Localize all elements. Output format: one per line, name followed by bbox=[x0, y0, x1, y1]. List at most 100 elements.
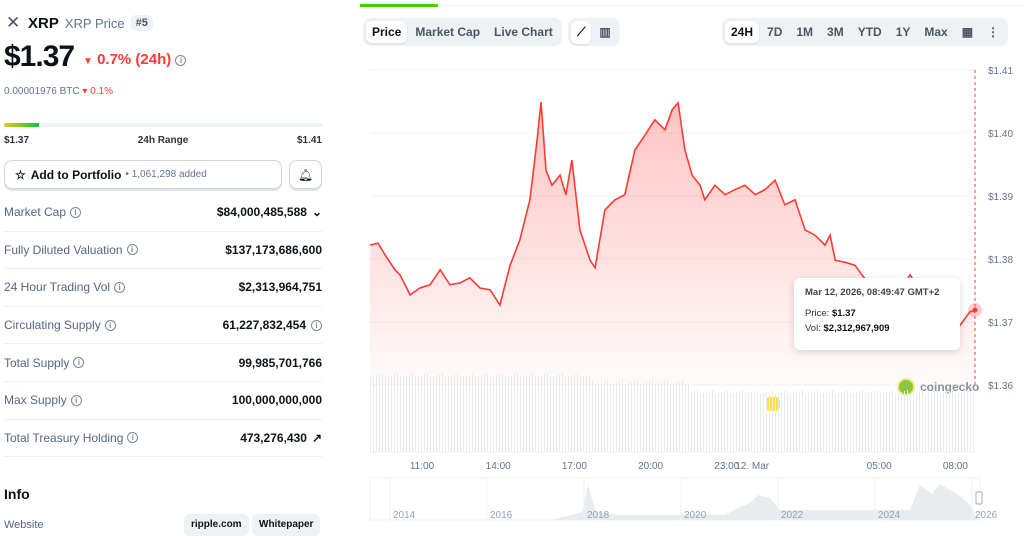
volume-bar bbox=[454, 374, 455, 452]
coingecko-logo-icon bbox=[898, 379, 914, 395]
tooltip-vol: Vol: $2,312,967,909 bbox=[805, 323, 949, 334]
range-bar bbox=[4, 123, 322, 127]
volume-bar bbox=[796, 392, 797, 452]
x-tick-label: 08:00 bbox=[943, 461, 968, 472]
volume-bar bbox=[868, 393, 869, 452]
y-tick-label: $1.36 bbox=[988, 381, 1013, 392]
volume-bar bbox=[832, 390, 833, 452]
volume-bar bbox=[646, 382, 647, 452]
whitepaper-link[interactable]: Whitepaper bbox=[252, 514, 320, 536]
caret-down-icon: ▼ bbox=[83, 56, 93, 67]
stat-value-text: 473,276,430 bbox=[240, 431, 307, 445]
website-link[interactable]: ripple.com bbox=[184, 514, 249, 536]
volume-bar bbox=[730, 394, 731, 452]
close-icon[interactable]: ✕ bbox=[6, 13, 22, 33]
btc-change-value: 0.1% bbox=[90, 86, 113, 97]
volume-bar bbox=[397, 373, 398, 452]
volume-bar bbox=[958, 393, 959, 452]
volume-bar bbox=[655, 384, 656, 452]
info-icon[interactable]: i bbox=[114, 282, 125, 293]
volume-bar bbox=[418, 376, 419, 452]
stat-label-text: Total Supply bbox=[4, 356, 69, 370]
volume-bar bbox=[703, 393, 704, 452]
volume-bar bbox=[964, 391, 965, 452]
star-icon: ☆ bbox=[15, 168, 26, 182]
price-chart[interactable]: $1.41$1.40$1.39$1.38$1.37$1.36coingecko1… bbox=[360, 0, 1024, 534]
hover-marker-dot bbox=[973, 308, 978, 313]
volume-bar bbox=[466, 375, 467, 452]
volume-bar bbox=[853, 393, 854, 452]
info-icon[interactable]: i bbox=[311, 320, 322, 331]
volume-bar bbox=[973, 393, 974, 452]
volume-bar bbox=[487, 373, 488, 452]
volume-bar bbox=[595, 384, 596, 452]
volume-bar bbox=[892, 390, 893, 452]
price-alert-button[interactable]: 🔔︎ bbox=[289, 160, 322, 189]
volume-bar bbox=[436, 375, 437, 452]
volume-bar bbox=[550, 377, 551, 452]
info-icon[interactable]: i bbox=[73, 357, 84, 368]
volume-bar bbox=[754, 391, 755, 452]
volume-bar bbox=[409, 374, 410, 452]
x-tick-label: 11:00 bbox=[410, 461, 435, 472]
tooltip-date: Mar 12, 2026, 08:49:47 GMT+2 bbox=[805, 287, 949, 298]
volume-bar bbox=[658, 383, 659, 452]
volume-bar bbox=[472, 373, 473, 452]
stat-value-text: 100,000,000,000 bbox=[232, 393, 322, 407]
external-link-icon[interactable]: ↗ bbox=[312, 431, 322, 445]
info-icon[interactable]: i bbox=[70, 207, 81, 218]
volume-bar bbox=[859, 391, 860, 452]
portfolio-label: Add to Portfolio bbox=[31, 168, 122, 182]
stat-value: $137,173,686,600 bbox=[225, 243, 322, 257]
volume-bar bbox=[751, 392, 752, 452]
price-change-value: 0.7% (24h) bbox=[97, 51, 171, 68]
volume-bar bbox=[388, 376, 389, 452]
volume-bar bbox=[742, 390, 743, 452]
volume-bar bbox=[517, 373, 518, 452]
volume-bar bbox=[541, 375, 542, 452]
volume-bar bbox=[640, 384, 641, 452]
volume-bar bbox=[862, 390, 863, 452]
volume-bar bbox=[559, 374, 560, 452]
info-icon[interactable]: i bbox=[105, 320, 116, 331]
x-tick-label: 12. Mar bbox=[735, 461, 770, 472]
volume-bar bbox=[457, 373, 458, 452]
volume-bar bbox=[607, 380, 608, 452]
volume-bar bbox=[733, 393, 734, 452]
info-icon[interactable]: i bbox=[71, 395, 82, 406]
coin-header: ✕ XRP XRP Price #5 bbox=[6, 13, 153, 33]
volume-bar bbox=[580, 377, 581, 452]
volume-bar bbox=[379, 374, 380, 452]
volume-bar bbox=[886, 392, 887, 452]
volume-bar bbox=[556, 375, 557, 452]
add-to-portfolio-button[interactable]: ☆Add to Portfolio• 1,061,298 added bbox=[4, 160, 282, 189]
info-icon[interactable]: i bbox=[127, 244, 138, 255]
volume-bar bbox=[628, 383, 629, 452]
volume-bar bbox=[865, 394, 866, 452]
navigator-handle[interactable] bbox=[976, 492, 982, 504]
volume-bar bbox=[712, 390, 713, 452]
stat-label-text: Total Treasury Holding bbox=[4, 431, 123, 445]
volume-bar bbox=[586, 375, 587, 452]
volume-bar bbox=[373, 376, 374, 452]
volume-bar bbox=[757, 390, 758, 452]
volume-bar bbox=[772, 390, 773, 452]
volume-bar bbox=[838, 393, 839, 452]
chevron-down-icon[interactable]: ⌄ bbox=[312, 205, 322, 219]
volume-bar bbox=[421, 375, 422, 452]
volume-bar bbox=[616, 382, 617, 452]
tooltip-vol-label: Vol: bbox=[805, 323, 821, 334]
info-icon[interactable]: i bbox=[127, 432, 138, 443]
info-icon[interactable]: i bbox=[175, 55, 186, 66]
volume-bar bbox=[874, 391, 875, 452]
volume-bar bbox=[520, 377, 521, 452]
volume-bar bbox=[508, 376, 509, 452]
y-tick-label: $1.38 bbox=[988, 255, 1013, 266]
